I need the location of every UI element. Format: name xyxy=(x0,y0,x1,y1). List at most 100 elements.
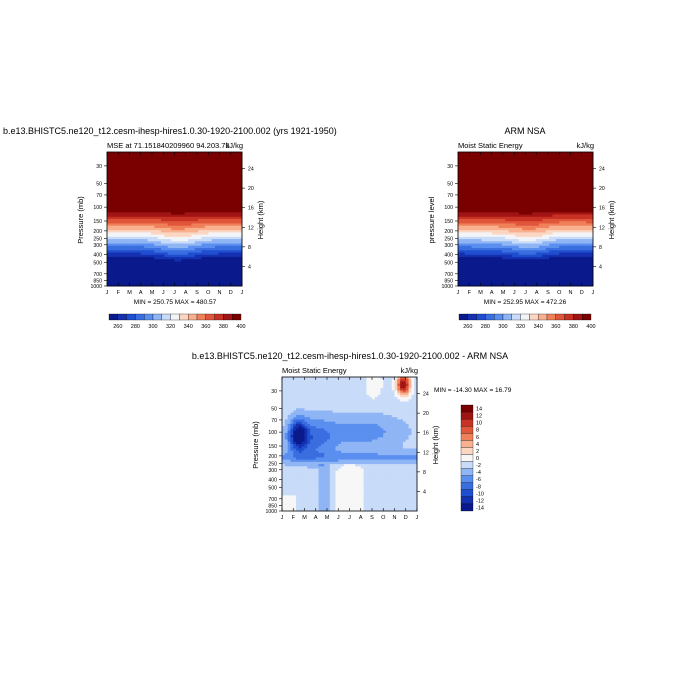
model-cell xyxy=(194,245,199,249)
obs-cell xyxy=(579,232,584,236)
model-cell xyxy=(147,198,152,202)
model-cell xyxy=(208,187,213,191)
model-cell xyxy=(120,203,125,206)
obs-cell xyxy=(468,216,472,220)
model-cell xyxy=(225,158,229,162)
obs-cell xyxy=(478,165,483,169)
model-cell xyxy=(117,248,121,251)
model-cell xyxy=(171,232,175,236)
obs-cell xyxy=(464,165,469,169)
obs-cell xyxy=(461,223,466,227)
model-cell xyxy=(228,270,233,273)
model-cell xyxy=(181,227,186,231)
model-cell xyxy=(134,165,138,169)
model-cell xyxy=(238,281,243,285)
obs-cell xyxy=(552,192,557,195)
obs-cell xyxy=(485,169,489,173)
obs-cell xyxy=(566,194,570,198)
obs-cell xyxy=(478,158,483,162)
obs-cell xyxy=(518,165,523,169)
obs-cell xyxy=(495,250,499,253)
obs-cell xyxy=(528,265,533,269)
obs-cell xyxy=(485,158,489,162)
obs-cell xyxy=(559,210,564,213)
model-cell xyxy=(218,163,223,166)
model-cell xyxy=(174,241,179,244)
obs-cell xyxy=(515,270,520,273)
obs-cell xyxy=(586,152,591,155)
obs-cell xyxy=(515,207,520,211)
obs-cell xyxy=(562,198,567,202)
model-cell xyxy=(171,221,175,224)
model-cell xyxy=(123,248,128,251)
model-cell xyxy=(204,174,209,177)
obs-cell xyxy=(491,201,496,204)
obs-cell xyxy=(478,272,483,276)
model-cell xyxy=(204,225,209,229)
obs-cell xyxy=(471,272,476,276)
model-cell xyxy=(107,243,111,247)
model-cell xyxy=(137,281,142,285)
obs-cell xyxy=(545,227,550,231)
model-cell xyxy=(181,201,186,204)
model-cell xyxy=(191,243,196,247)
obs-cell xyxy=(488,212,493,215)
model-cell xyxy=(211,219,216,222)
obs-cell xyxy=(576,236,580,240)
obs-cell xyxy=(505,283,510,287)
obs-cell xyxy=(478,283,483,287)
model-cell xyxy=(107,185,111,189)
obs-cell xyxy=(501,252,506,256)
obs-cell xyxy=(525,254,530,258)
obs-cell xyxy=(485,281,489,285)
obs-cell xyxy=(532,169,537,173)
obs-cell xyxy=(501,187,506,191)
model-cell xyxy=(174,268,179,271)
obs-cell xyxy=(559,174,564,177)
model-cell xyxy=(137,230,142,233)
obs-cell xyxy=(474,154,479,157)
obs-cell xyxy=(505,187,510,191)
obs-cell xyxy=(518,272,523,276)
obs-cell xyxy=(498,185,503,189)
model-cell xyxy=(154,154,159,157)
model-cell xyxy=(144,219,148,222)
obs-cell xyxy=(576,277,580,280)
model-cell xyxy=(154,234,159,238)
obs-cell xyxy=(488,232,493,236)
obs-cell xyxy=(539,227,543,231)
model-cell xyxy=(110,163,115,166)
obs-cell xyxy=(501,176,506,180)
model-cell xyxy=(171,181,175,184)
model-cell xyxy=(110,277,115,280)
obs-cell xyxy=(589,268,594,271)
model-cell xyxy=(123,183,128,186)
obs-cell xyxy=(532,181,537,184)
obs-cell xyxy=(528,256,533,260)
model-cell xyxy=(137,183,142,186)
obs-cell xyxy=(478,248,483,251)
model-cell xyxy=(238,203,243,206)
model-cell xyxy=(127,234,132,238)
obs-cell xyxy=(458,248,462,251)
obs-cell xyxy=(522,216,526,220)
model-cell xyxy=(137,239,142,242)
model-cell xyxy=(228,221,233,224)
model-cell xyxy=(177,250,182,253)
model-cell xyxy=(110,167,115,171)
model-cell xyxy=(188,194,192,198)
obs-cell xyxy=(555,279,560,282)
obs-cell xyxy=(525,169,530,173)
model-cell xyxy=(144,212,148,215)
obs-cell xyxy=(458,196,462,200)
obs-cell xyxy=(569,196,574,200)
obs-cell xyxy=(576,158,580,162)
obs-cell xyxy=(501,245,506,249)
obs-cell xyxy=(488,221,493,224)
obs-cell xyxy=(545,236,550,240)
obs-cell xyxy=(535,272,540,276)
model-cell xyxy=(188,203,192,206)
obs-xtick-label: J xyxy=(513,290,516,296)
model-cell xyxy=(117,277,121,280)
model-cell xyxy=(238,212,243,215)
